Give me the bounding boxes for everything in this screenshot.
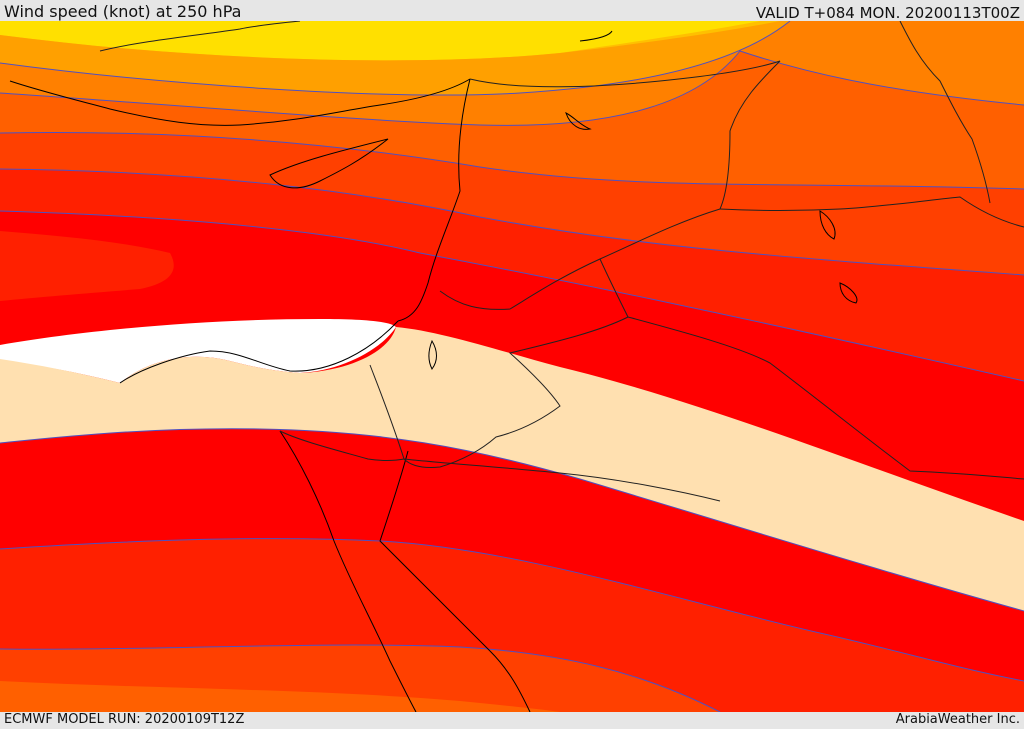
border-line <box>439 60 781 310</box>
credit-label: ArabiaWeather Inc. <box>895 712 1020 727</box>
borders <box>99 21 1024 502</box>
contour-line <box>0 538 1024 682</box>
band-inner-red-orange <box>0 231 174 301</box>
persian-gulf-island <box>819 210 836 240</box>
coastlines <box>9 30 858 712</box>
contour-line <box>0 644 721 712</box>
border-line <box>719 196 1024 228</box>
wind-speed-map[interactable] <box>0 21 1024 712</box>
band-south-deep-orange <box>0 681 560 712</box>
wind-contours <box>0 21 1024 712</box>
valid-time: VALID T+084 MON. 20200113T00Z <box>755 4 1020 22</box>
dead-sea <box>428 339 437 370</box>
contour-line <box>0 168 1024 276</box>
border-line <box>403 258 629 468</box>
footer-bar: ECMWF MODEL RUN: 20200109T12Z ArabiaWeat… <box>0 712 1024 729</box>
contour-line <box>0 210 1024 382</box>
border-line <box>279 364 405 461</box>
map-title: Wind speed (knot) at 250 hPa <box>4 2 242 21</box>
band-white <box>0 319 396 383</box>
contour-line <box>0 428 1024 612</box>
black-sea-edge <box>579 30 613 42</box>
lake-hawr <box>839 282 858 304</box>
red-sea-west <box>279 430 417 712</box>
border-line <box>403 458 721 502</box>
contour-line <box>0 131 1024 190</box>
red-sea-east <box>379 450 531 712</box>
lake-van <box>565 112 592 130</box>
map-canvas <box>0 21 1024 712</box>
wind-bands <box>0 21 1024 712</box>
band-wheat <box>0 327 1024 611</box>
egypt-coast <box>119 320 399 384</box>
contour-line <box>0 21 791 96</box>
contour-line <box>0 50 1024 126</box>
header-bar: Wind speed (knot) at 250 hPa VALID T+084… <box>0 0 1024 22</box>
levant-coast <box>397 78 471 322</box>
border-line <box>99 21 301 52</box>
cyprus-coast <box>269 138 389 189</box>
model-run-label: ECMWF MODEL RUN: 20200109T12Z <box>4 712 245 727</box>
turkey-coast <box>9 78 471 126</box>
border-line <box>899 21 991 204</box>
border-line <box>627 316 1024 480</box>
